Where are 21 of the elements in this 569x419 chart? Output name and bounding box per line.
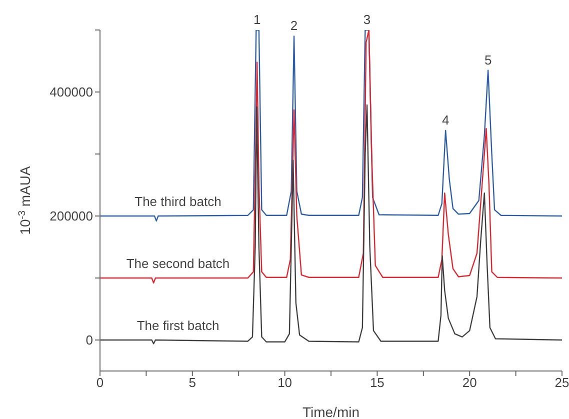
x-tick-label: 5 [188,375,196,390]
y-tick-label: 200000 [50,208,93,224]
annotation: 4 [442,112,450,128]
y-tick-label: 400000 [50,84,93,100]
x-tick-label: 15 [370,375,384,390]
y-tick-label: 0 [86,332,93,348]
line-series [100,104,562,344]
annotation: 5 [484,52,492,68]
x-axis-title: Time/min [302,404,360,419]
line-series [100,30,562,222]
annotation: 3 [363,12,371,27]
line-series [100,30,562,284]
series-label: The second batch [126,256,230,271]
x-tick-label: 10 [278,375,292,390]
annotation: 1 [253,12,261,27]
x-tick-label: 20 [462,375,477,390]
x-tick-label: 0 [96,375,104,390]
annotation: 2 [290,18,298,34]
series-label: The first batch [136,318,220,333]
x-tick-label: 25 [554,375,569,390]
series-label: The third batch [134,194,222,209]
